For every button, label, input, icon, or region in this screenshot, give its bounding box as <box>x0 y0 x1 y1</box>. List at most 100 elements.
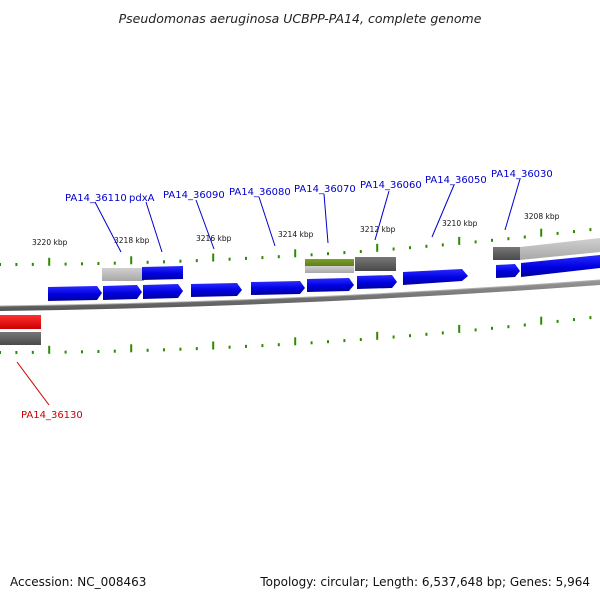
minor-tick <box>523 235 526 239</box>
gene-label: PA14_36030 <box>491 169 553 180</box>
leader-line <box>374 190 390 241</box>
major-tick <box>540 316 543 325</box>
blue-gene-arrows-upper <box>142 266 183 280</box>
gene-label-highlight: PA14_36130 <box>21 410 83 421</box>
outer-tick-ring <box>0 228 592 266</box>
minor-tick <box>179 347 182 351</box>
minor-tick <box>245 344 247 348</box>
minor-tick <box>425 332 428 336</box>
gene-labels: PA14_36110 pdxA PA14_36090 PA14_36080 PA… <box>21 169 553 421</box>
minor-tick <box>179 259 182 263</box>
gene-label: PA14_36050 <box>425 175 487 186</box>
kbp-scale-labels: 3220 kbp 3218 kbp 3216 kbp 3214 kbp 3212… <box>32 212 560 247</box>
minor-tick <box>507 237 510 241</box>
minor-tick <box>113 261 116 265</box>
gene-arrow <box>143 284 183 299</box>
leader-line <box>94 201 122 253</box>
minor-tick <box>573 318 575 322</box>
major-tick <box>376 331 379 340</box>
minor-tick <box>392 335 395 339</box>
gene-arrow <box>403 269 468 285</box>
minor-tick <box>31 350 34 354</box>
gene-label: PA14_36090 <box>163 190 225 201</box>
minor-tick <box>310 341 313 345</box>
feature-box-dark <box>493 247 520 260</box>
major-tick <box>458 324 461 333</box>
minor-tick <box>163 348 165 352</box>
feature-box-light <box>102 268 144 281</box>
leader-line <box>258 196 276 247</box>
minor-tick <box>245 256 247 260</box>
minor-tick <box>0 263 1 266</box>
minor-tick <box>15 263 18 266</box>
minor-tick <box>146 348 149 352</box>
gene-label: PA14_36080 <box>229 187 291 198</box>
minor-tick <box>310 253 313 257</box>
highlighted-gene <box>0 315 41 345</box>
minor-tick <box>277 255 280 259</box>
minor-tick <box>277 343 280 347</box>
minor-tick <box>0 351 1 354</box>
major-tick <box>294 337 297 346</box>
major-tick <box>212 253 215 262</box>
minor-tick <box>261 344 264 348</box>
topology-summary: Topology: circular; Length: 6,537,648 bp… <box>259 575 590 589</box>
kbp-label: 3210 kbp <box>442 219 478 228</box>
minor-tick <box>589 228 592 232</box>
major-tick <box>130 256 133 265</box>
minor-tick <box>474 240 477 244</box>
kbp-label: 3216 kbp <box>196 234 232 243</box>
major-tick <box>48 345 51 354</box>
accession-text: Accession: NC_008463 <box>10 575 146 589</box>
gene-arrow <box>357 275 397 289</box>
minor-tick <box>15 351 18 354</box>
minor-tick <box>425 244 428 248</box>
minor-tick <box>507 325 510 329</box>
minor-tick <box>441 331 444 335</box>
minor-tick <box>359 338 362 341</box>
upper-feature-track <box>102 238 600 281</box>
minor-tick <box>409 246 411 250</box>
minor-tick <box>64 350 67 354</box>
minor-tick <box>491 326 493 330</box>
feature-box-dark <box>0 332 41 345</box>
major-tick <box>212 341 215 350</box>
minor-tick <box>327 252 329 256</box>
gene-arrow <box>251 281 305 295</box>
minor-tick <box>589 316 592 320</box>
gene-label: pdxA <box>129 193 155 204</box>
minor-tick <box>113 349 116 353</box>
minor-tick <box>491 238 493 242</box>
gene-arrow <box>103 285 142 300</box>
feature-box-olive <box>305 259 354 267</box>
genome-backbone-upper <box>0 279 600 307</box>
minor-tick <box>31 262 34 266</box>
minor-tick <box>228 257 231 261</box>
leader-line <box>504 178 521 231</box>
gene-label: PA14_36110 <box>65 193 127 204</box>
minor-tick <box>556 231 559 235</box>
minor-tick <box>64 262 67 266</box>
map-title: Pseudomonas aeruginosa UCBPP-PA14, compl… <box>119 11 482 26</box>
minor-tick <box>441 243 444 247</box>
major-tick <box>376 243 379 252</box>
leader-line <box>323 193 329 244</box>
gene-arrow <box>307 278 354 292</box>
minor-tick <box>195 347 198 351</box>
gene-arrow <box>191 283 242 297</box>
minor-tick <box>261 256 264 260</box>
major-tick <box>458 236 461 245</box>
minor-tick <box>409 334 411 338</box>
gene-label: PA14_36060 <box>360 180 422 191</box>
feature-box-light <box>520 238 600 260</box>
major-tick <box>130 344 133 353</box>
gene-leader-lines <box>94 178 521 253</box>
minor-tick <box>359 250 362 253</box>
kbp-label: 3218 kbp <box>114 236 150 245</box>
gene-arrow <box>521 255 600 277</box>
gene-arrow <box>142 266 183 280</box>
minor-tick <box>327 340 329 344</box>
minor-tick <box>97 262 100 265</box>
leader-line <box>431 184 455 238</box>
